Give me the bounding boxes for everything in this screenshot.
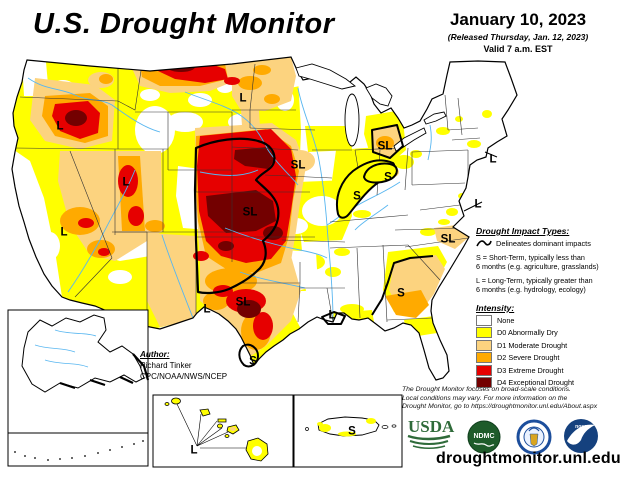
footer-url[interactable]: droughtmonitor.unl.edu [436, 450, 621, 467]
puerto-rico-shape [317, 416, 380, 437]
delineates-label: Delineates dominant impacts [496, 239, 591, 248]
alaska-rivers [34, 329, 97, 368]
report-date: January 10, 2023 [449, 10, 587, 29]
valid-time: Valid 7 a.m. EST [483, 44, 553, 54]
lake-huron [365, 83, 393, 107]
long-term-definition: L = Long-Term, typically greater than 6 … [476, 276, 622, 294]
aleutian-islands [14, 440, 144, 461]
lake-michigan [344, 93, 360, 147]
intensity-label-d1: D1 Moderate Drought [497, 340, 568, 350]
maui-d1-patch [230, 427, 236, 431]
intensity-label-d4: D4 Exceptional Drought [497, 378, 575, 387]
intensity-row-d4: D4 Exceptional Drought [476, 377, 622, 388]
intensity-legend: Intensity: None D0 Abnormally Dry D1 Mod… [476, 303, 622, 388]
intensity-row-d1: D1 Moderate Drought [476, 339, 622, 351]
ndmc-logo: NDMC [467, 420, 501, 454]
release-note: (Released Thursday, Jan. 12, 2023) [447, 32, 589, 42]
long-term-line1: L = Long-Term, typically greater than [476, 276, 593, 285]
author-block: Author: Richard Tinker CPC/NOAA/NWS/NCEP [140, 349, 227, 382]
usda-logo-text: USDA [408, 417, 455, 436]
intensity-label-d3: D3 Extreme Drought [497, 365, 564, 375]
noaa-logo: noaa [564, 419, 598, 453]
ndmc-logo-text: NDMC [474, 433, 495, 440]
disclaimer-line2: Local conditions may vary. For more info… [402, 394, 568, 402]
land-outline [11, 56, 518, 381]
author-name: Richard Tinker [140, 361, 192, 370]
hawaii-inset [152, 394, 294, 468]
hawaii-pointer-lines [176, 403, 246, 449]
short-term-definition: S = Short-Term, typically less than 6 mo… [476, 253, 622, 271]
usda-logo: USDA [407, 417, 455, 449]
agency-logos: USDA NDMC noaa [407, 417, 598, 455]
doc-logo [516, 419, 552, 455]
intensity-swatch-d2 [476, 352, 492, 363]
intensity-swatch-d3 [476, 364, 492, 376]
great-lakes [295, 63, 447, 152]
hawaii-islands [164, 397, 269, 462]
pointer-line-delmarva [463, 201, 483, 212]
intensity-swatch-d1 [476, 339, 492, 351]
conus-map [11, 56, 518, 381]
state-borders-layer [13, 63, 481, 327]
author-heading: Author: [140, 350, 170, 359]
intensity-label-d0: D0 Abnormally Dry [497, 328, 558, 337]
intensity-swatch-none [476, 314, 492, 326]
intensity-label-none: None [497, 315, 515, 325]
puerto-rico-small-islands [305, 424, 397, 431]
disclaimer-line1: The Drought Monitor focuses on broad-sca… [402, 386, 571, 393]
intensity-swatch-d4 [476, 377, 492, 388]
impact-legend: Drought Impact Types: Delineates dominan… [476, 226, 622, 294]
puerto-rico-d0-patches [317, 418, 376, 437]
big-island-none-patch [252, 446, 262, 456]
intensity-row-d3: D3 Extreme Drought [476, 364, 622, 376]
short-term-line1: S = Short-Term, typically less than [476, 253, 585, 262]
impact-legend-heading: Drought Impact Types: [476, 226, 570, 236]
intensity-swatch-d0 [476, 327, 492, 338]
impact-outline-layer [193, 124, 498, 368]
disclaimer-line3: Drought Monitor, go to https://droughtmo… [402, 403, 598, 411]
lake-ontario [423, 111, 447, 125]
date-block: January 10, 2023 (Released Thursday, Jan… [420, 10, 616, 54]
intensity-row-none: None [476, 314, 622, 326]
rivers-layer [27, 77, 432, 321]
alaska-coast-ranges [59, 353, 150, 390]
alaska-inset [7, 309, 150, 467]
alaska-shape [21, 314, 145, 393]
intensity-legend-heading: Intensity: [476, 303, 515, 313]
intensity-label-d2: D2 Severe Drought [497, 353, 560, 362]
short-term-line2: 6 months (e.g. agriculture, grasslands) [476, 262, 599, 271]
lake-superior [295, 63, 357, 90]
pointer-line-long-island [484, 151, 498, 158]
intensity-row-d2: D2 Severe Drought [476, 352, 622, 363]
long-term-line2: 6 months (e.g. hydrology, ecology) [476, 285, 586, 294]
intensity-row-d0: D0 Abnormally Dry [476, 327, 622, 338]
author-org: CPC/NOAA/NWS/NCEP [140, 372, 228, 381]
disclaimer-text: The Drought Monitor focuses on broad-sca… [402, 386, 623, 412]
delineation-line-icon [476, 240, 492, 247]
puerto-rico-inset [293, 394, 403, 468]
page-title: U.S. Drought Monitor [33, 8, 335, 40]
